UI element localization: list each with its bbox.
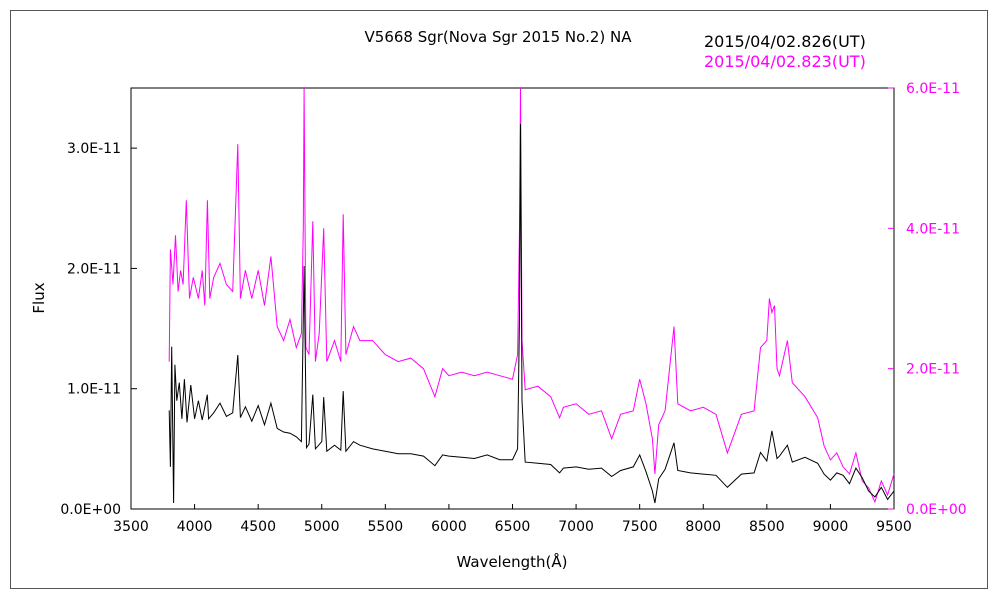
x-tick-label: 4000 [177,519,213,535]
legend-entry-magenta: 2015/04/02.823(UT) [704,52,866,71]
y-right-tick-label: 4.0E-11 [906,221,960,237]
chart-frame [10,10,988,589]
x-axis: 3500 4000 4500 5000 5500 6000 6500 7000 7500 8000… [113,504,912,535]
chart-title: V5668 Sgr(Nova Sgr 2015 No.2) NA [365,28,633,46]
x-tick-label: 8000 [685,519,721,535]
x-tick-label: 4500 [240,519,276,535]
y-left-tick-label: 0.0E+00 [60,502,121,518]
y-left-tick-label: 1.0E-11 [67,382,121,398]
y-axis-right: 0.0E+00 2.0E-11 4.0E-11 6.0E-11 [888,81,967,518]
y-right-tick-label: 0.0E+00 [906,502,967,518]
x-axis-label: Wavelength(Å) [457,552,568,571]
plot-area-border [130,87,895,510]
series-layer [168,87,895,504]
y-right-tick-label: 2.0E-11 [906,362,960,378]
y-axis-left: 0.0E+00 1.0E-11 2.0E-11 3.0E-11 [60,141,137,518]
x-tick-label: 3500 [113,519,149,535]
y-axis-label: Flux [30,282,48,313]
x-tick-label: 7500 [622,519,658,535]
series-line-black [168,124,895,504]
y-left-tick-label: 3.0E-11 [67,141,121,157]
y-right-tick-label: 6.0E-11 [906,81,960,97]
y-left-tick-label: 2.0E-11 [67,261,121,277]
series-line-magenta [168,87,895,504]
x-tick-label: 8500 [749,519,785,535]
x-tick-label: 9500 [876,519,912,535]
x-tick-label: 5000 [304,519,340,535]
legend-entry-black: 2015/04/02.826(UT) [704,32,866,51]
x-tick-label: 7000 [558,519,594,535]
x-tick-label: 6000 [431,519,467,535]
x-tick-label: 6500 [495,519,531,535]
x-tick-label: 5500 [368,519,404,535]
x-tick-label: 9000 [813,519,849,535]
